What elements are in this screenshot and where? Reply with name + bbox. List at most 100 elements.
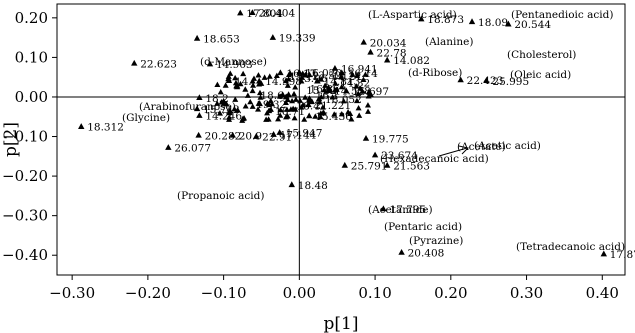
x-tick-label: 0.40 bbox=[586, 284, 619, 302]
point-label: 17.795 bbox=[389, 204, 426, 216]
cluster-marker bbox=[234, 106, 241, 113]
cluster-marker bbox=[283, 113, 290, 120]
cluster-marker bbox=[331, 111, 338, 117]
cluster-marker bbox=[226, 107, 233, 113]
cluster-marker bbox=[255, 106, 262, 112]
cluster-marker bbox=[298, 104, 305, 110]
point-label: 21.563 bbox=[393, 160, 430, 172]
annotation-hexadecanoic-acid: (Hexadecanoic acid) bbox=[380, 153, 489, 165]
cluster-marker bbox=[249, 87, 256, 94]
point-label: 22.623 bbox=[140, 58, 177, 70]
cluster-marker bbox=[226, 114, 233, 120]
cluster-marker bbox=[365, 88, 372, 94]
point-marker bbox=[505, 20, 512, 27]
point-marker bbox=[483, 77, 490, 84]
cluster-marker bbox=[217, 89, 224, 95]
point-label: 20.9 bbox=[239, 130, 262, 142]
cluster-marker bbox=[298, 74, 305, 80]
annotation-acetic-acid: (Acetic acid) bbox=[474, 140, 541, 152]
cluster-marker bbox=[256, 100, 263, 107]
point-label: 20.544 bbox=[514, 19, 551, 31]
cluster-marker bbox=[355, 90, 362, 96]
cluster-marker bbox=[316, 98, 323, 105]
y-tick-label: −0.20 bbox=[2, 167, 48, 185]
cluster-marker bbox=[279, 91, 286, 97]
point-marker bbox=[398, 248, 405, 255]
cluster-marker bbox=[364, 102, 371, 108]
point-label: 14.813 bbox=[324, 76, 361, 88]
point-marker bbox=[371, 151, 379, 158]
cluster-marker bbox=[356, 112, 363, 118]
cluster-marker bbox=[266, 101, 273, 107]
cluster-marker bbox=[214, 81, 221, 88]
point-marker bbox=[195, 131, 202, 138]
cluster-marker bbox=[247, 98, 254, 105]
point-label: 20.404 bbox=[258, 8, 295, 20]
point-marker bbox=[343, 87, 350, 94]
cluster-marker bbox=[218, 99, 225, 105]
cluster-marker bbox=[354, 72, 361, 78]
annotation-glycine: (Glycine) bbox=[122, 112, 170, 124]
point-marker bbox=[338, 69, 345, 76]
cluster-marker bbox=[308, 98, 315, 105]
cluster-marker bbox=[225, 73, 232, 79]
cluster-marker bbox=[282, 99, 289, 106]
point-marker bbox=[206, 60, 214, 67]
x-tick-label: −0.30 bbox=[49, 284, 95, 302]
point-label: 15.947 bbox=[286, 128, 323, 140]
cluster-label: 14.32 bbox=[340, 77, 370, 89]
cluster-marker bbox=[256, 89, 263, 96]
x-tick-label: 0.30 bbox=[510, 284, 543, 302]
point-label: 23.674 bbox=[381, 150, 418, 162]
cluster-marker bbox=[301, 116, 308, 122]
point-label: 20.282 bbox=[205, 130, 242, 142]
point-label: 18.653 bbox=[203, 33, 240, 45]
cluster-marker bbox=[320, 109, 327, 115]
cluster-marker bbox=[287, 70, 294, 76]
x-tick-label: −0.10 bbox=[201, 284, 247, 302]
x-axis-title: p[1] bbox=[324, 314, 359, 333]
point-marker bbox=[165, 144, 172, 150]
point-marker bbox=[269, 34, 277, 40]
point-label: 20.034 bbox=[370, 37, 407, 49]
cluster-marker bbox=[261, 74, 268, 80]
cluster-marker bbox=[265, 116, 272, 122]
cluster-marker bbox=[357, 85, 364, 91]
annotation-arabinofuranose: (Arabinofuranose) bbox=[139, 101, 236, 113]
y-tick-label: −0.10 bbox=[2, 128, 48, 146]
point-label: 14.246 bbox=[205, 111, 242, 123]
cluster-marker bbox=[285, 91, 292, 97]
cluster-marker bbox=[349, 71, 356, 77]
point-marker bbox=[252, 133, 260, 139]
cluster-label: 15.22 bbox=[306, 85, 336, 97]
point-marker bbox=[270, 131, 277, 137]
point-label: 17.804 bbox=[246, 8, 283, 20]
point-label: 22.91 bbox=[262, 132, 292, 144]
point-marker bbox=[383, 161, 391, 168]
point-marker bbox=[302, 71, 309, 78]
cluster-marker bbox=[231, 105, 238, 112]
annotation-tetradecanoic-acid: (Tetradecanoic acid) bbox=[516, 241, 625, 253]
cluster-marker bbox=[242, 86, 249, 92]
annotation-acetate: (Acetate) bbox=[457, 141, 506, 153]
cluster-marker bbox=[216, 110, 223, 116]
cluster-marker bbox=[338, 111, 345, 117]
point-marker bbox=[265, 107, 273, 114]
annotation-oleic-acid: (Oleic acid) bbox=[510, 69, 571, 81]
cluster-marker bbox=[355, 104, 362, 111]
point-marker bbox=[237, 9, 244, 16]
acetic-acid-arrow bbox=[438, 145, 469, 157]
point-marker bbox=[380, 205, 387, 212]
point-marker bbox=[193, 105, 201, 112]
point-label: 18.312 bbox=[87, 122, 124, 134]
point-label: 16.71 bbox=[275, 106, 305, 118]
cluster-marker bbox=[331, 87, 338, 93]
annotation-pyrazine: (Pyrazine) bbox=[409, 235, 463, 247]
y-tick-label: −0.40 bbox=[2, 246, 48, 264]
cluster-marker bbox=[249, 103, 256, 109]
point-label: 19.339 bbox=[279, 33, 316, 45]
annotation-alanine: (Alanine) bbox=[425, 36, 474, 48]
cluster-marker bbox=[256, 81, 263, 87]
cluster-marker bbox=[277, 106, 284, 113]
point-label: 13.521 bbox=[311, 70, 348, 82]
